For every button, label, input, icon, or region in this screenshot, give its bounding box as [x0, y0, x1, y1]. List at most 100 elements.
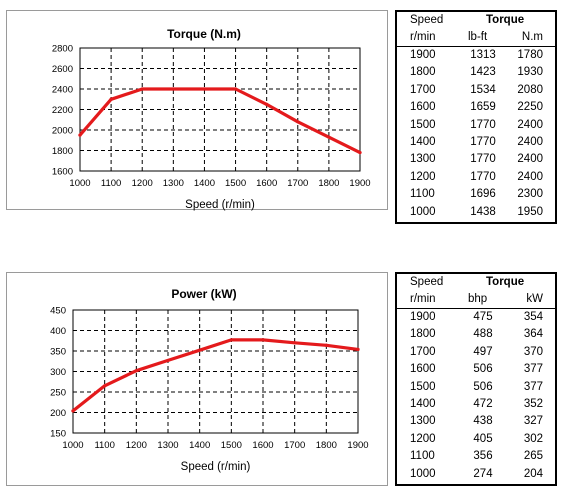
torque-x-tick-label: 1400: [194, 178, 215, 189]
power-table-speed-cell: 1800: [410, 328, 436, 341]
torque-x-tick-label: 1500: [225, 178, 246, 189]
power-table-speed-cell: 1000: [410, 467, 436, 480]
torque-table-speed-header: Speed: [410, 14, 444, 26]
torque-table-speed-cell: 1500: [410, 118, 436, 131]
torque-x-tick-label: 1100: [101, 178, 121, 189]
torque-table-value-b-cell: 2400: [517, 170, 543, 183]
power-table-speed-header: Speed: [410, 276, 444, 288]
torque-table-group-header: Torque: [486, 14, 525, 26]
power-table-value-a-cell: 488: [473, 328, 493, 341]
power-data-point: [198, 348, 202, 352]
power-table-bhp-unit: bhp: [468, 293, 488, 305]
power-table-row: 1900 475 354: [397, 310, 555, 328]
power-table-row: 1600 506 377: [397, 362, 555, 380]
torque-y-tick-label: 2200: [52, 105, 73, 116]
power-table-value-a-cell: 356: [473, 450, 493, 463]
power-table-speed-cell: 1400: [410, 398, 436, 410]
power-y-tick-label: 150: [50, 429, 66, 440]
power-table-speed-cell: 1300: [410, 415, 436, 428]
power-data-point: [229, 338, 233, 342]
torque-table-speed-cell: 1900: [410, 49, 436, 61]
power-table-value-b-cell: 327: [523, 415, 543, 428]
power-table-speed-cell: 1500: [410, 380, 436, 393]
power-table-value-a-cell: 274: [473, 467, 493, 480]
torque-y-tick-label: 1600: [52, 167, 73, 178]
power-x-tick-label: 1200: [126, 440, 147, 451]
torque-table-value-a-cell: 1696: [470, 188, 496, 201]
torque-table-row: 1900 1313 1780: [397, 48, 555, 66]
torque-data-point: [78, 133, 82, 137]
power-table-value-b-cell: 354: [523, 311, 543, 323]
torque-table-row: 1000 1438 1950: [397, 205, 555, 223]
torque-table-row: 1200 1770 2400: [397, 170, 555, 188]
power-table-value-a-cell: 438: [473, 415, 493, 428]
torque-data-point: [109, 97, 113, 101]
torque-table-row: 1700 1534 2080: [397, 83, 555, 101]
power-y-tick-label: 250: [50, 388, 66, 399]
torque-x-tick-label: 1600: [256, 178, 277, 189]
power-x-tick-label: 1700: [284, 440, 305, 451]
torque-table-speed-cell: 1300: [410, 153, 436, 166]
torque-x-tick-label: 1700: [287, 178, 308, 189]
power-table-row: 1300 438 327: [397, 414, 555, 432]
torque-table-row: 1800 1423 1930: [397, 65, 555, 83]
torque-table-value-b-cell: 2250: [517, 101, 543, 114]
torque-x-tick-label: 1900: [349, 178, 370, 189]
torque-table-row: 1300 1770 2400: [397, 152, 555, 170]
power-table-row: 1000 274 204: [397, 467, 555, 485]
power-table-value-a-cell: 506: [473, 380, 493, 393]
power-table-speed-cell: 1600: [410, 363, 436, 376]
torque-table-value-b-cell: 1780: [517, 49, 543, 61]
torque-table-value-a-cell: 1770: [470, 118, 496, 131]
power-table-value-a-cell: 506: [473, 363, 493, 376]
power-y-tick-label: 350: [50, 347, 66, 358]
power-chart: Power (kW) 150 200 250 300 350 400 450 1000 1100 1…: [6, 272, 388, 486]
torque-table-value-b-cell: 1930: [517, 66, 543, 79]
power-table-value-b-cell: 352: [523, 398, 543, 410]
torque-table-lbft-unit: lb-ft: [468, 31, 488, 43]
power-table-value-b-cell: 377: [523, 363, 543, 376]
torque-table-value-a-cell: 1423: [470, 66, 496, 79]
torque-table-speed-cell: 1800: [410, 66, 436, 79]
torque-x-tick-label: 1800: [318, 178, 339, 189]
power-table-speed-cell: 1900: [410, 311, 436, 323]
torque-table-speed-cell: 1200: [410, 170, 436, 183]
torque-y-tick-label: 2600: [52, 64, 73, 75]
torque-table-value-a-cell: 1313: [470, 49, 496, 61]
torque-chart: Torque (N.m) 1600 1800 2000 2200 2400 2600 2800…: [6, 10, 388, 211]
power-table: Speed Torque r/min bhp kW 1900 475 354 1800…: [395, 272, 557, 486]
torque-y-tick-label: 2000: [52, 126, 73, 137]
power-table-row: 1800 488 364: [397, 327, 555, 345]
power-table-value-a-cell: 472: [473, 398, 493, 410]
torque-table-row: 1400 1770 2400: [397, 135, 555, 153]
torque-table-value-a-cell: 1534: [470, 83, 496, 96]
power-data-point: [324, 343, 328, 347]
torque-data-point: [140, 87, 144, 91]
torque-table-speed-cell: 1700: [410, 83, 436, 96]
torque-data-point: [233, 87, 238, 91]
power-table-speed-unit: r/min: [410, 293, 436, 305]
torque-x-tick-label: 1300: [163, 178, 184, 189]
torque-table-speed-unit: r/min: [410, 31, 436, 43]
power-table-group-header: Torque: [486, 276, 525, 288]
torque-table-value-b-cell: 1950: [517, 205, 543, 218]
power-table-value-b-cell: 370: [523, 345, 543, 358]
power-data-point: [356, 347, 360, 351]
power-series-line: [71, 338, 360, 413]
torque-data-point: [358, 150, 362, 155]
power-data-point: [71, 409, 75, 413]
torque-series-line: [78, 87, 362, 155]
power-table-row: 1200 405 302: [397, 432, 555, 450]
power-table-value-a-cell: 405: [473, 432, 493, 445]
power-table-value-a-cell: 475: [473, 311, 493, 323]
power-y-tick-label: 200: [50, 408, 66, 419]
power-x-tick-label: 1900: [347, 440, 368, 451]
power-table-speed-cell: 1200: [410, 432, 436, 445]
power-table-value-b-cell: 204: [523, 467, 543, 480]
power-x-tick-label: 1300: [157, 440, 178, 451]
power-data-point: [293, 341, 297, 345]
torque-table-value-a-cell: 1438: [470, 205, 496, 218]
torque-chart-svg: Torque (N.m) 1600 1800 2000 2200 2400 2600 2800…: [52, 27, 371, 211]
power-x-tick-label: 1600: [252, 440, 273, 451]
power-table-value-b-cell: 364: [523, 328, 543, 341]
